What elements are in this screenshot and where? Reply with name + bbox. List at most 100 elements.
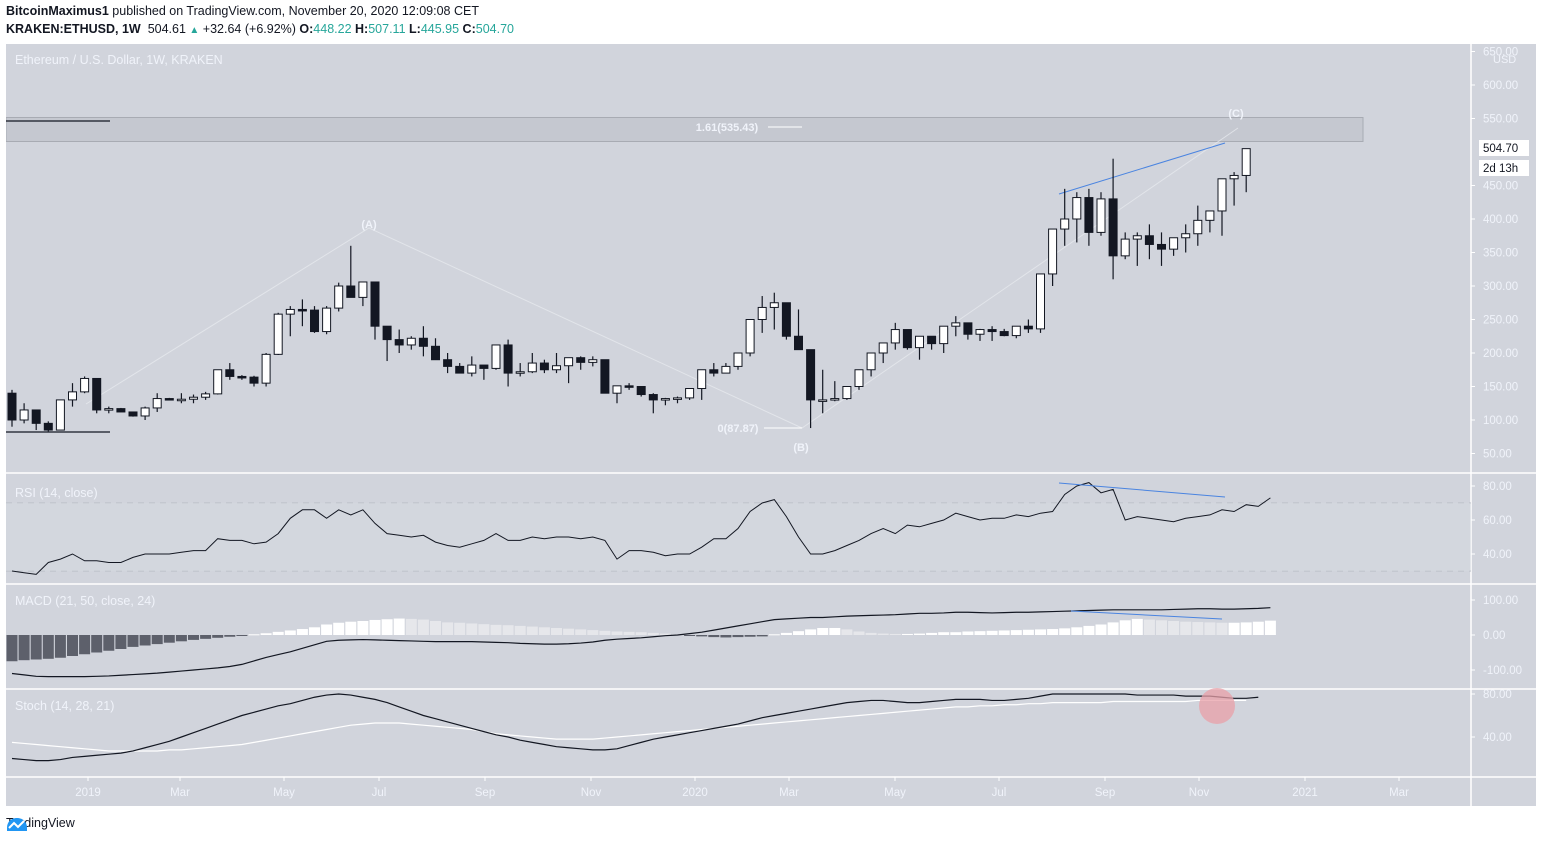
candle-down[interactable] [370, 281, 380, 327]
candle-up[interactable] [1132, 235, 1142, 240]
price-trendline[interactable] [1058, 142, 1226, 195]
candle-up[interactable] [285, 308, 295, 315]
candle-up[interactable] [552, 365, 561, 371]
candle-up[interactable] [818, 399, 828, 402]
candle-down[interactable] [394, 339, 404, 346]
candle-down[interactable] [297, 308, 307, 312]
candle-down[interactable] [455, 365, 465, 374]
candle-up[interactable] [685, 388, 695, 399]
candle-up[interactable] [564, 357, 574, 367]
candle-down[interactable] [116, 408, 126, 413]
candle-up[interactable] [1011, 325, 1021, 337]
candle-up[interactable] [201, 393, 211, 398]
candle-down[interactable] [237, 375, 247, 379]
macd-divergence-line[interactable] [1070, 610, 1223, 620]
candle-up[interactable] [866, 352, 876, 371]
chart-canvas[interactable]: Ethereum / U.S. Dollar, 1W, KRAKEN (A) (B)… [6, 44, 1536, 806]
candle-up[interactable] [1036, 273, 1045, 330]
candle-down[interactable] [1108, 198, 1118, 257]
candle-up[interactable] [939, 325, 949, 345]
candle-down[interactable] [999, 331, 1009, 337]
candle-up[interactable] [1169, 237, 1179, 250]
candle-up[interactable] [1241, 148, 1251, 176]
candle-up[interactable] [1072, 197, 1082, 220]
candle-up[interactable] [189, 396, 198, 400]
candle-up[interactable] [745, 319, 755, 354]
candle-up[interactable] [721, 365, 731, 374]
candle-up[interactable] [140, 407, 150, 417]
candle-down[interactable] [7, 392, 17, 421]
candle-down[interactable] [418, 337, 428, 347]
candle-down[interactable] [128, 411, 138, 417]
candle-down[interactable] [902, 329, 912, 349]
candle-down[interactable] [443, 359, 453, 367]
candle-up[interactable] [697, 369, 707, 390]
candle-down[interactable] [43, 422, 53, 431]
candle-up[interactable] [176, 398, 186, 402]
candle-up[interactable] [322, 307, 332, 333]
candle-up[interactable] [213, 369, 223, 395]
candle-up[interactable] [1181, 233, 1191, 239]
candle-up[interactable] [854, 369, 864, 387]
candle-up[interactable] [757, 306, 767, 321]
candle-up[interactable] [334, 285, 344, 309]
candle-up[interactable] [1120, 238, 1130, 257]
candle-down[interactable] [794, 335, 803, 351]
candle-up[interactable] [80, 377, 90, 393]
fib-zone[interactable] [6, 117, 1364, 142]
candle-down[interactable] [987, 329, 997, 333]
candle-down[interactable] [1157, 243, 1166, 250]
candle-up[interactable] [68, 391, 77, 401]
candle-up[interactable] [1060, 218, 1070, 230]
candle-up[interactable] [1205, 210, 1215, 221]
candle-down[interactable] [346, 285, 356, 298]
candle-up[interactable] [951, 322, 961, 327]
candle-up[interactable] [104, 408, 114, 411]
author-name[interactable]: BitcoinMaximus1 [6, 4, 109, 18]
candle-up[interactable] [491, 344, 501, 369]
candle-down[interactable] [636, 386, 646, 396]
candle-down[interactable] [503, 344, 513, 374]
candle-up[interactable] [261, 353, 271, 384]
candle-down[interactable] [963, 322, 973, 335]
candle-down[interactable] [806, 349, 816, 401]
candle-down[interactable] [164, 398, 174, 401]
rsi-divergence-line[interactable] [1058, 482, 1226, 498]
candle-up[interactable] [660, 398, 670, 401]
candle-up[interactable] [19, 409, 29, 421]
candle-up[interactable] [1096, 198, 1106, 233]
candle-down[interactable] [927, 335, 937, 345]
candle-down[interactable] [709, 369, 719, 374]
candle-up[interactable] [612, 385, 622, 394]
candle-down[interactable] [479, 364, 489, 369]
candle-up[interactable] [915, 335, 924, 349]
candle-down[interactable] [92, 377, 102, 411]
candle-down[interactable] [781, 302, 791, 337]
candle-up[interactable] [358, 281, 368, 298]
candle-up[interactable] [152, 398, 162, 409]
candle-up[interactable] [1229, 174, 1239, 180]
candle-down[interactable] [431, 345, 440, 361]
candle-up[interactable] [890, 329, 900, 344]
candle-up[interactable] [1193, 219, 1203, 235]
candle-up[interactable] [673, 397, 682, 400]
chart-frame[interactable]: Ethereum / U.S. Dollar, 1W, KRAKEN (A) (B)… [6, 44, 1536, 806]
candle-up[interactable] [527, 362, 537, 373]
candle-down[interactable] [225, 369, 235, 377]
candle-up[interactable] [842, 386, 852, 400]
candle-down[interactable] [648, 394, 658, 401]
candle-up[interactable] [515, 371, 525, 374]
candle-up[interactable] [878, 342, 888, 354]
candle-up[interactable] [830, 398, 840, 401]
candle-up[interactable] [1217, 178, 1227, 212]
candle-down[interactable] [1023, 325, 1033, 330]
candle-up[interactable] [1048, 228, 1058, 275]
candle-up[interactable] [467, 364, 477, 374]
candle-down[interactable] [310, 309, 319, 333]
footer-brand[interactable]: TradingView [6, 816, 75, 831]
candle-down[interactable] [382, 325, 392, 341]
candle-up[interactable] [975, 329, 985, 335]
candle-up[interactable] [273, 313, 283, 355]
candle-down[interactable] [1144, 235, 1154, 245]
candle-down[interactable] [600, 359, 610, 394]
